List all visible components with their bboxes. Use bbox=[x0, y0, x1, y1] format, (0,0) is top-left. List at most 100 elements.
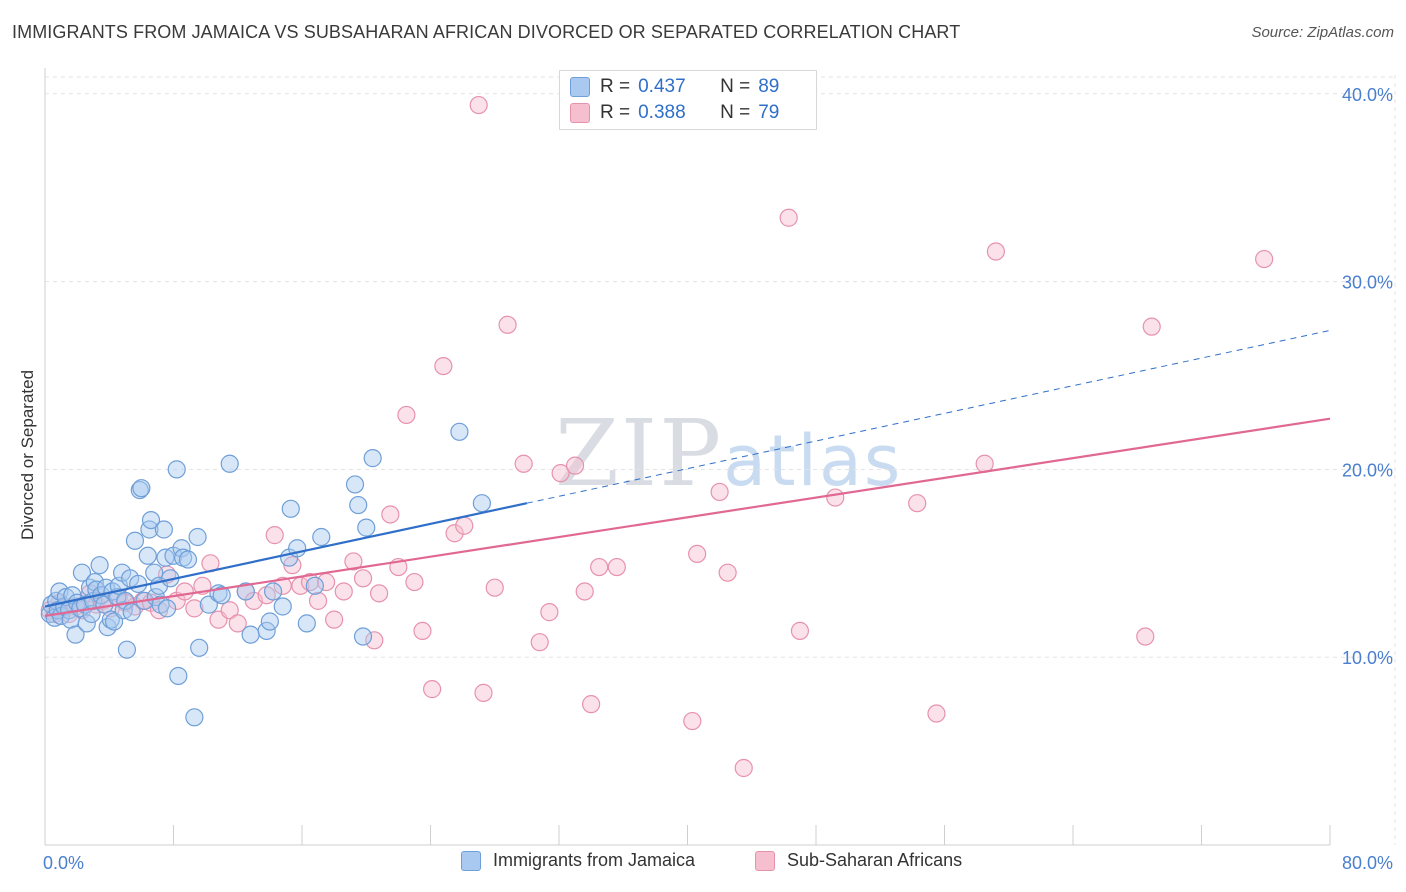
point-subsaharan bbox=[220, 601, 239, 620]
legend-item-subsaharan[interactable]: Sub-Saharan Africans bbox=[755, 850, 962, 871]
point-jamaica bbox=[212, 586, 231, 605]
point-jamaica bbox=[178, 550, 198, 569]
point-subsaharan bbox=[607, 557, 626, 577]
x-tick-label: 0.0% bbox=[43, 853, 84, 873]
point-jamaica bbox=[357, 518, 376, 537]
legend-label-subsaharan: Sub-Saharan Africans bbox=[787, 850, 963, 870]
point-subsaharan bbox=[927, 704, 946, 723]
point-jamaica bbox=[72, 563, 92, 582]
point-jamaica bbox=[236, 582, 255, 601]
chart-title: IMMIGRANTS FROM JAMAICA VS SUBSAHARAN AF… bbox=[12, 22, 961, 42]
point-jamaica bbox=[345, 475, 365, 494]
trendline-jamaica bbox=[44, 502, 528, 608]
point-jamaica bbox=[305, 576, 324, 595]
y-tick-label: 30.0% bbox=[1342, 273, 1393, 293]
point-jamaica bbox=[167, 460, 186, 479]
point-subsaharan bbox=[1136, 627, 1155, 646]
point-subsaharan bbox=[308, 591, 328, 610]
legend-swatch-blue bbox=[570, 77, 590, 97]
point-jamaica bbox=[132, 479, 151, 498]
point-subsaharan bbox=[381, 505, 400, 524]
point-subsaharan bbox=[175, 582, 194, 601]
point-subsaharan bbox=[405, 572, 424, 592]
point-jamaica bbox=[141, 510, 161, 530]
point-jamaica bbox=[190, 638, 209, 657]
x-tick-label: 80.0% bbox=[1342, 853, 1393, 873]
point-subsaharan bbox=[334, 582, 353, 601]
point-subsaharan bbox=[353, 569, 373, 588]
point-subsaharan bbox=[455, 516, 474, 535]
trendline-subsaharan bbox=[44, 417, 1331, 617]
point-subsaharan bbox=[1142, 317, 1161, 336]
point-jamaica bbox=[220, 454, 239, 473]
series-legend: Immigrants from Jamaica Sub-Saharan Afri… bbox=[0, 850, 1406, 878]
point-subsaharan bbox=[325, 610, 344, 629]
point-subsaharan bbox=[265, 526, 284, 545]
point-jamaica bbox=[260, 612, 279, 631]
y-tick-label: 20.0% bbox=[1342, 460, 1393, 480]
y-axis-label: Divorced or Separated bbox=[18, 369, 37, 541]
point-subsaharan bbox=[445, 524, 464, 543]
point-subsaharan bbox=[273, 576, 292, 595]
point-jamaica bbox=[77, 614, 96, 633]
point-subsaharan bbox=[551, 464, 570, 483]
point-subsaharan bbox=[565, 456, 585, 475]
point-subsaharan bbox=[718, 563, 737, 582]
point-subsaharan bbox=[575, 582, 594, 601]
legend-swatch-pink bbox=[570, 103, 590, 123]
correlation-legend: R = 0.437 N = 89 R = 0.388 N = 79 bbox=[559, 70, 817, 130]
point-jamaica bbox=[353, 627, 373, 646]
point-jamaica bbox=[312, 527, 331, 547]
point-subsaharan bbox=[683, 711, 702, 731]
point-subsaharan bbox=[485, 578, 504, 597]
point-jamaica bbox=[169, 666, 188, 686]
legend-swatch-blue bbox=[461, 850, 481, 871]
point-jamaica bbox=[188, 527, 207, 547]
point-jamaica bbox=[90, 556, 109, 575]
legend-row-jamaica: R = 0.437 N = 89 bbox=[570, 76, 780, 98]
point-subsaharan bbox=[986, 242, 1006, 261]
point-subsaharan bbox=[826, 488, 845, 507]
legend-n-label: N = bbox=[720, 76, 751, 97]
point-subsaharan bbox=[908, 494, 927, 513]
point-subsaharan bbox=[370, 584, 389, 603]
y-tick-label: 40.0% bbox=[1342, 85, 1393, 105]
point-subsaharan bbox=[474, 683, 493, 702]
legend-swatch-pink bbox=[755, 850, 775, 871]
point-jamaica bbox=[125, 531, 145, 550]
legend-label-jamaica: Immigrants from Jamaica bbox=[493, 850, 696, 870]
point-jamaica bbox=[117, 640, 137, 659]
point-jamaica bbox=[154, 520, 173, 539]
point-subsaharan bbox=[397, 405, 416, 425]
point-subsaharan bbox=[582, 695, 601, 714]
point-subsaharan bbox=[530, 633, 549, 652]
legend-r-label: R = bbox=[600, 102, 631, 123]
point-subsaharan bbox=[498, 315, 517, 334]
legend-n-value: 79 bbox=[758, 102, 780, 123]
point-jamaica bbox=[140, 520, 159, 539]
y-tick-label: 10.0% bbox=[1342, 648, 1393, 668]
point-subsaharan bbox=[365, 631, 384, 650]
point-jamaica bbox=[263, 582, 283, 601]
point-subsaharan bbox=[514, 454, 533, 473]
point-subsaharan bbox=[779, 208, 798, 227]
point-jamaica bbox=[450, 422, 469, 441]
point-subsaharan bbox=[228, 614, 247, 633]
point-jamaica bbox=[185, 708, 204, 727]
point-jamaica bbox=[66, 625, 85, 644]
point-jamaica bbox=[273, 597, 292, 616]
point-subsaharan bbox=[469, 95, 488, 115]
point-jamaica bbox=[472, 494, 491, 513]
point-subsaharan bbox=[1255, 249, 1274, 269]
legend-item-jamaica[interactable]: Immigrants from Jamaica bbox=[461, 850, 695, 871]
point-subsaharan bbox=[413, 621, 432, 641]
point-jamaica bbox=[281, 499, 300, 518]
legend-row-subsaharan: R = 0.388 N = 79 bbox=[570, 102, 780, 124]
point-jamaica bbox=[101, 610, 120, 629]
point-jamaica bbox=[172, 539, 191, 558]
watermark: ZIPatlas bbox=[555, 400, 902, 507]
legend-n-value: 89 bbox=[758, 76, 780, 97]
point-jamaica bbox=[157, 599, 177, 618]
point-subsaharan bbox=[790, 621, 810, 641]
